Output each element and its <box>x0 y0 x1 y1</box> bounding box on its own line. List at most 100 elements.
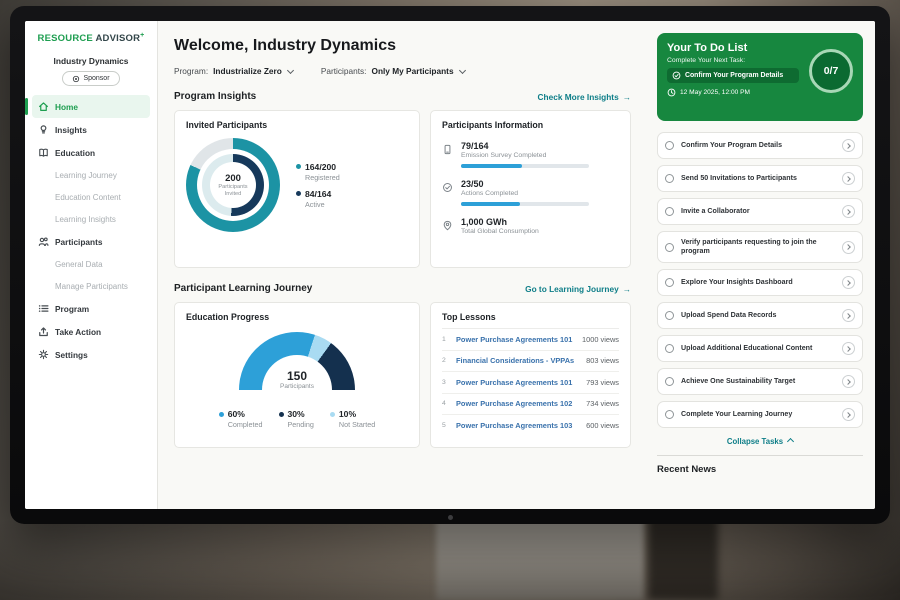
sidebar-item-education-content[interactable]: Education Content <box>32 186 150 208</box>
sidebar-item-participants[interactable]: Participants <box>32 230 150 253</box>
participants-icon <box>38 236 49 247</box>
sidebar-item-label: Take Action <box>55 326 102 337</box>
task-checkbox[interactable] <box>665 174 674 183</box>
lesson-row[interactable]: 3 Power Purchase Agreements 101 793 view… <box>442 372 619 394</box>
task-item[interactable]: Explore Your Insights Dashboard <box>657 269 863 297</box>
chevron-right-icon[interactable] <box>842 375 855 389</box>
task-item[interactable]: Confirm Your Program Details <box>657 132 863 159</box>
card-title: Participants Information <box>442 120 544 130</box>
chevron-right-icon[interactable] <box>842 205 855 218</box>
program-icon <box>38 303 49 314</box>
chevron-right-icon[interactable] <box>842 240 855 254</box>
lesson-row[interactable]: 5 Power Purchase Agreements 103 600 view… <box>442 421 619 431</box>
lesson-link[interactable]: Financial Considerations - VPPAs <box>456 356 575 366</box>
actions-icon <box>442 180 453 192</box>
program-insights-cards: Invited Participants 200 Participants In… <box>174 110 631 268</box>
task-checkbox[interactable] <box>665 242 674 252</box>
donut-center-label: Participants Invited <box>218 183 248 197</box>
lesson-row[interactable]: 1 Power Purchase Agreements 101 1000 vie… <box>442 329 619 351</box>
sidebar-item-learning-journey[interactable]: Learning Journey <box>32 164 150 186</box>
lesson-link[interactable]: Power Purchase Agreements 101 <box>456 377 573 387</box>
card-title: Invited Participants <box>186 120 268 130</box>
task-item[interactable]: Upload Additional Educational Content <box>657 335 863 363</box>
gauge-legend: 60% Completed 30% Pending <box>186 402 408 436</box>
task-checkbox[interactable] <box>665 207 674 216</box>
task-item[interactable]: Verify participants requesting to join t… <box>657 231 863 264</box>
monitor-logo-dot <box>448 515 453 520</box>
chevron-down-icon <box>458 66 466 74</box>
chevron-right-icon[interactable] <box>842 342 855 356</box>
sidebar-item-program[interactable]: Program <box>32 297 150 320</box>
location-pin-icon <box>442 218 453 231</box>
sidebar-item-label: Insights <box>55 124 87 135</box>
education-progress-card: Education Progress 150 Participants <box>174 302 420 448</box>
chevron-right-icon[interactable] <box>842 408 855 422</box>
sidebar-item-settings[interactable]: Settings <box>32 343 150 366</box>
chevron-right-icon[interactable] <box>842 172 855 185</box>
task-item[interactable]: Invite a Collaborator <box>657 198 863 225</box>
todo-title: Your To Do List <box>667 42 748 54</box>
section-title-learning-journey: Participant Learning Journey <box>174 283 313 294</box>
actions-progress-bar <box>461 202 589 206</box>
sidebar-item-label: Education Content <box>55 192 121 202</box>
check-more-insights-link[interactable]: Check More Insights → <box>537 91 631 102</box>
donut-inner-ring: 200 Participants Invited <box>202 154 264 216</box>
chevron-right-icon[interactable] <box>842 139 855 152</box>
sidebar-item-label: Settings <box>55 349 88 360</box>
sidebar-item-label: Learning Insights <box>55 214 116 224</box>
sidebar-item-learning-insights[interactable]: Learning Insights <box>32 208 150 230</box>
task-item[interactable]: Send 50 Invitations to Participants <box>657 165 863 192</box>
task-item[interactable]: Achieve One Sustainability Target <box>657 368 863 396</box>
program-filter-label: Program: <box>174 66 209 76</box>
sidebar-item-label: Home <box>55 101 79 112</box>
task-checkbox[interactable] <box>665 410 674 420</box>
task-checkbox[interactable] <box>665 377 674 387</box>
task-checkbox[interactable] <box>665 344 674 354</box>
task-checkbox[interactable] <box>665 141 674 150</box>
go-to-learning-journey-link[interactable]: Go to Learning Journey → <box>525 283 631 294</box>
legend-item-active: 84/164 Active <box>296 189 340 209</box>
survey-icon <box>442 142 453 155</box>
next-task-due: 12 May 2025, 12:00 PM <box>667 88 853 97</box>
lesson-link[interactable]: Power Purchase Agreements 102 <box>456 399 573 409</box>
main-content: Welcome, Industry Dynamics Program: Indu… <box>158 21 645 509</box>
chevron-right-icon[interactable] <box>842 276 855 290</box>
task-item[interactable]: Complete Your Learning Journey <box>657 401 863 429</box>
participants-filter[interactable]: Participants: Only My Participants <box>321 66 466 76</box>
lesson-row[interactable]: 2 Financial Considerations - VPPAs 803 v… <box>442 351 619 372</box>
lesson-row[interactable]: 4 Power Purchase Agreements 102 734 view… <box>442 394 619 415</box>
recent-news-header: Recent News <box>657 455 863 475</box>
legend-dot <box>218 411 224 417</box>
survey-progress-bar <box>461 164 589 168</box>
sidebar-item-general-data[interactable]: General Data <box>32 253 150 275</box>
sidebar-item-insights[interactable]: Insights <box>32 118 150 141</box>
collapse-tasks-link[interactable]: Collapse Tasks <box>657 437 863 446</box>
filters-bar: Program: Industrialize Zero Participants… <box>174 66 631 76</box>
sidebar-item-education[interactable]: Education <box>32 141 150 164</box>
participants-information-card: Participants Information 79/164 Emission… <box>430 110 631 268</box>
legend-dot <box>296 191 301 196</box>
lesson-link[interactable]: Power Purchase Agreements 103 <box>456 421 573 431</box>
task-checkbox[interactable] <box>665 311 674 321</box>
sponsor-badge[interactable]: Sponsor <box>62 71 120 87</box>
sidebar-item-manage-participants[interactable]: Manage Participants <box>32 275 150 297</box>
screen: RESOURCE ADVISOR+ Industry Dynamics Spon… <box>25 21 875 509</box>
task-checkbox[interactable] <box>665 278 674 288</box>
chevron-right-icon[interactable] <box>842 309 855 323</box>
info-row-consumption: 1,000 GWh Total Global Consumption <box>442 217 619 235</box>
page-title: Welcome, Industry Dynamics <box>174 37 396 54</box>
donut-center: 200 Participants Invited <box>210 162 256 208</box>
sidebar-item-home[interactable]: Home <box>25 95 150 119</box>
insights-icon <box>38 124 49 135</box>
legend-item-registered: 164/200 Registered <box>296 162 340 182</box>
learning-journey-cards: Education Progress 150 Participants <box>174 302 631 448</box>
sidebar-item-take-action[interactable]: Take Action <box>32 320 150 343</box>
lesson-link[interactable]: Power Purchase Agreements 101 <box>456 334 573 344</box>
program-filter[interactable]: Program: Industrialize Zero <box>174 66 294 76</box>
next-task-chip[interactable]: Confirm Your Program Details <box>667 68 799 83</box>
task-item[interactable]: Upload Spend Data Records <box>657 302 863 330</box>
logo-text-resource: RESOURCE <box>37 33 93 45</box>
info-row-survey: 79/164 Emission Survey Completed <box>442 141 619 168</box>
education-progress-gauge: 150 Participants <box>239 332 355 390</box>
logo-plus: + <box>140 32 145 39</box>
